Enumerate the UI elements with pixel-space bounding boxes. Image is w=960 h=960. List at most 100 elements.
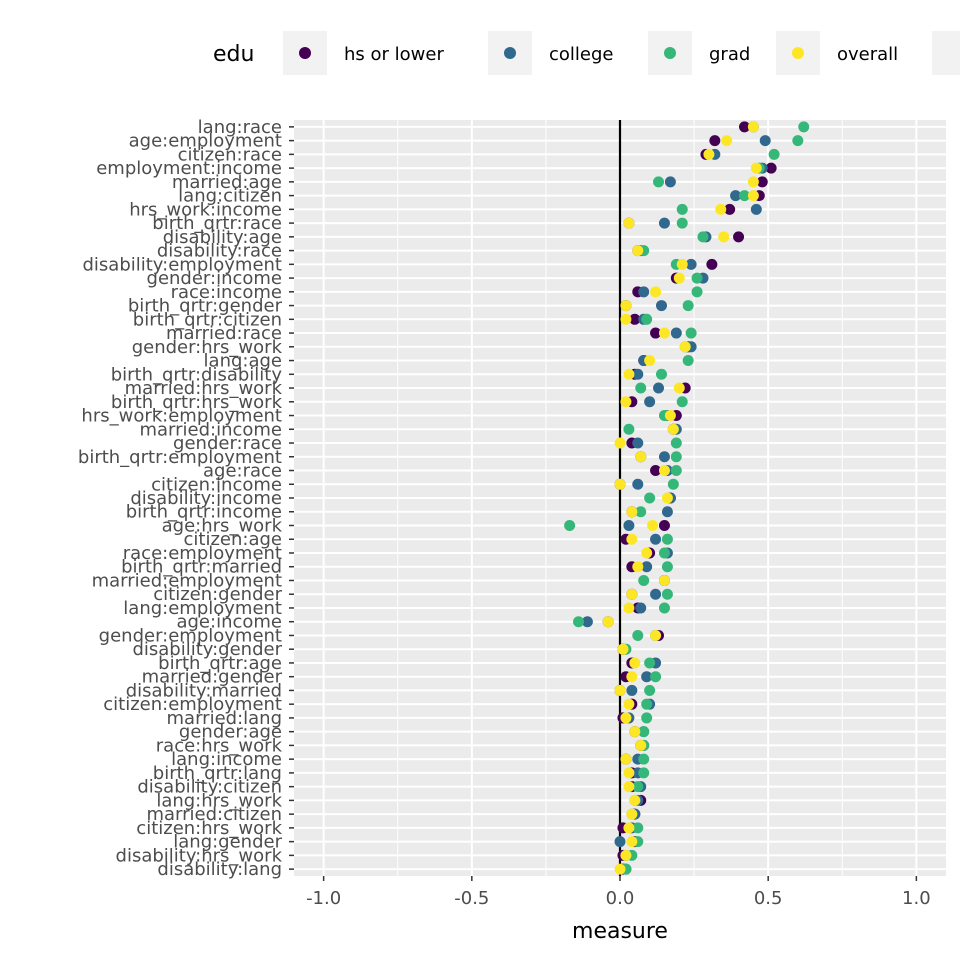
data-point <box>626 836 638 848</box>
data-point <box>650 327 662 339</box>
x-tick-label: 0.5 <box>754 888 783 909</box>
data-point <box>682 300 694 312</box>
y-tick-label: citizen:income <box>151 474 282 495</box>
data-point <box>626 671 638 683</box>
data-point <box>653 382 665 394</box>
y-tick-label: birth_qrtr:citizen <box>133 309 282 330</box>
y-tick-label: married:lang <box>167 708 282 729</box>
data-point <box>667 478 679 490</box>
data-point <box>635 602 647 614</box>
data-point <box>635 739 647 751</box>
data-point <box>765 162 777 174</box>
y-tick-label: hrs_work:income <box>129 199 282 220</box>
data-point <box>750 203 762 215</box>
y-tick-label: age:hrs_work <box>162 515 283 536</box>
data-point <box>679 341 691 353</box>
data-point <box>724 203 736 215</box>
y-tick-label: gender:age <box>179 722 282 743</box>
data-point <box>661 506 673 518</box>
y-tick-label: gender:race <box>173 433 282 454</box>
data-point <box>792 135 804 147</box>
data-point <box>655 368 667 380</box>
data-point <box>620 313 632 325</box>
data-point <box>629 313 641 325</box>
data-point <box>629 794 641 806</box>
data-point <box>564 519 576 531</box>
data-point <box>691 272 703 284</box>
data-point <box>718 231 730 243</box>
y-tick-label: disability:married <box>126 680 282 701</box>
y-tick-label: birth_qrtr:gender <box>128 296 283 317</box>
data-point <box>658 547 670 559</box>
data-point <box>641 698 653 710</box>
data-point <box>650 465 662 477</box>
data-point <box>614 836 626 848</box>
data-point <box>623 698 635 710</box>
y-tick-label: employment:income <box>96 158 282 179</box>
data-point <box>798 121 810 133</box>
data-point <box>620 712 632 724</box>
legend-entry-grad: grad <box>648 31 750 75</box>
data-point <box>641 671 653 683</box>
y-tick-label: lang:gender <box>173 832 282 853</box>
y-tick-label: race:income <box>171 282 282 303</box>
y-tick-label: lang:race <box>198 117 282 138</box>
data-point <box>623 217 635 229</box>
data-point <box>614 437 626 449</box>
data-point <box>721 135 733 147</box>
legend-key-extra <box>932 31 960 75</box>
x-tick-label: 1.0 <box>902 888 931 909</box>
data-point <box>614 863 626 875</box>
y-tick-label: lang:employment <box>123 598 282 619</box>
data-point <box>641 547 653 559</box>
y-tick-label: birth_qrtr:race <box>152 213 282 234</box>
y-tick-label: gender:income <box>147 268 282 289</box>
y-tick-label: married:income <box>139 419 282 440</box>
y-tick-label: gender:hrs_work <box>132 337 283 358</box>
legend-title: edu <box>213 42 254 67</box>
y-tick-label: birth_qrtr:hrs_work <box>111 392 283 413</box>
data-point <box>632 478 644 490</box>
data-point <box>629 657 641 669</box>
y-tick-label: birth_qrtr:employment <box>78 447 282 468</box>
data-point <box>658 217 670 229</box>
data-point <box>623 822 635 834</box>
data-point <box>638 286 650 298</box>
data-point <box>670 465 682 477</box>
data-point <box>638 753 650 765</box>
data-point <box>632 245 644 257</box>
y-tick-label: married:citizen <box>146 804 282 825</box>
y-tick-label: disability:citizen <box>137 777 282 798</box>
legend-label: grad <box>709 44 750 65</box>
y-tick-label: lang:hrs_work <box>156 790 282 811</box>
data-point <box>738 121 750 133</box>
data-point <box>573 616 585 628</box>
y-tick-label: citizen:age <box>184 529 282 550</box>
data-point <box>667 423 679 435</box>
data-point <box>673 382 685 394</box>
data-point <box>738 190 750 202</box>
y-tick-label: lang:income <box>171 749 282 770</box>
data-point <box>623 423 635 435</box>
data-point <box>759 135 771 147</box>
data-point <box>638 574 650 586</box>
data-point <box>703 148 715 160</box>
data-point <box>691 286 703 298</box>
data-point <box>620 396 632 408</box>
y-tick-label: disability:employment <box>82 254 282 275</box>
data-point <box>635 451 647 463</box>
y-tick-label: disability:gender <box>132 639 282 660</box>
y-tick-label: married:race <box>166 323 282 344</box>
y-tick-label: lang:age <box>204 351 282 372</box>
data-point <box>650 533 662 545</box>
data-point <box>632 368 644 380</box>
data-point <box>676 258 688 270</box>
y-tick-label: birth_qrtr:married <box>121 557 282 578</box>
data-point <box>626 533 638 545</box>
data-point <box>632 629 644 641</box>
legend-dot <box>299 47 311 59</box>
data-point <box>614 478 626 490</box>
data-point <box>626 506 638 518</box>
data-point <box>658 327 670 339</box>
